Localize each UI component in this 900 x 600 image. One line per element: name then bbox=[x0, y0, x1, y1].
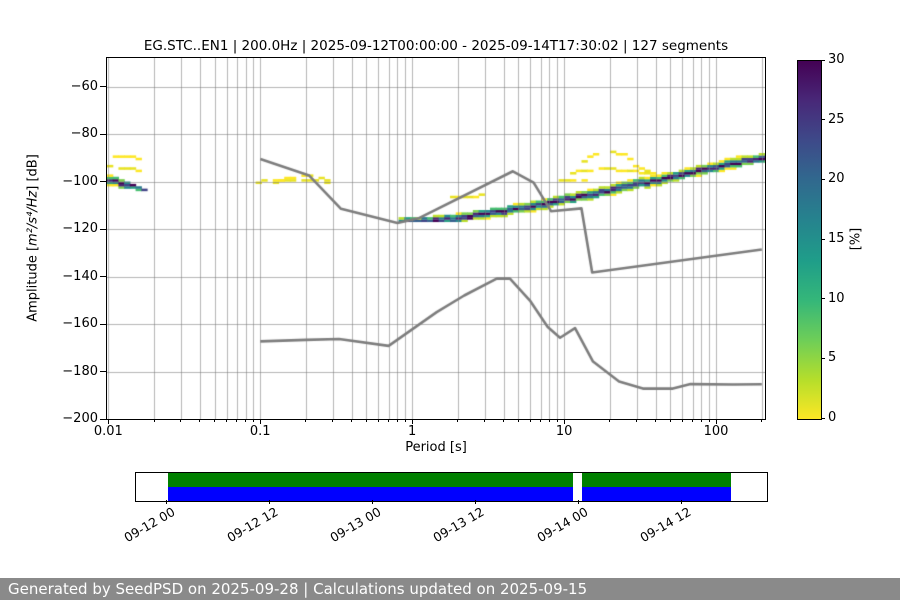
colorbar-tick-mark bbox=[821, 59, 825, 61]
colorbar-tick-label: 30 bbox=[828, 52, 845, 67]
x-axis-label: Period [s] bbox=[405, 440, 467, 455]
timeline-tick-mark bbox=[371, 500, 373, 504]
y-tick-mark bbox=[100, 323, 106, 325]
x-minor-tick-mark bbox=[609, 419, 611, 422]
x-minor-tick-mark bbox=[636, 419, 638, 422]
x-minor-tick-mark bbox=[700, 419, 702, 422]
colorbar-tick-label: 25 bbox=[828, 111, 845, 127]
y-tick-label: −60 bbox=[70, 78, 98, 94]
timeline-tick-mark bbox=[578, 500, 579, 504]
x-minor-tick-mark bbox=[692, 419, 693, 422]
colorbar-tick-label: 10 bbox=[828, 290, 845, 306]
x-minor-tick-mark bbox=[388, 419, 390, 422]
colorbar-tick-mark bbox=[821, 417, 825, 419]
x-tick-mark bbox=[715, 419, 717, 424]
x-minor-tick-mark bbox=[548, 419, 550, 422]
x-minor-tick-mark bbox=[669, 419, 671, 422]
footer-bar: Generated by SeedPSD on 2025-09-28 | Cal… bbox=[0, 578, 900, 600]
y-tick-label: −160 bbox=[62, 316, 98, 331]
y-tick-mark bbox=[100, 228, 106, 230]
colorbar-tick-label: 20 bbox=[828, 171, 845, 187]
colorbar-tick-mark bbox=[821, 298, 825, 300]
x-tick-label: 0.1 bbox=[249, 424, 271, 439]
y-tick-mark bbox=[100, 86, 106, 87]
x-minor-tick-mark bbox=[681, 419, 683, 422]
colorbar-tick-mark bbox=[821, 178, 825, 180]
colorbar-tick-label: 15 bbox=[828, 231, 845, 246]
y-tick-label: −180 bbox=[62, 363, 98, 379]
x-minor-tick-mark bbox=[252, 419, 254, 422]
timeline-segment-bottom bbox=[582, 487, 731, 501]
psd-plot-area bbox=[106, 57, 766, 420]
x-minor-tick-mark bbox=[761, 419, 763, 422]
x-minor-tick-mark bbox=[236, 419, 238, 422]
y-tick-label: −140 bbox=[62, 268, 98, 284]
x-minor-tick-mark bbox=[517, 419, 519, 422]
x-tick-label: 1 bbox=[408, 424, 417, 439]
colorbar-gradient bbox=[797, 60, 822, 420]
x-minor-tick-mark bbox=[305, 419, 307, 422]
colorbar-tick-mark bbox=[821, 357, 825, 359]
x-minor-tick-mark bbox=[351, 419, 353, 422]
x-minor-tick-mark bbox=[214, 419, 216, 422]
y-axis-label-math: m²/s⁴/Hz bbox=[25, 190, 41, 246]
y-tick-mark bbox=[100, 371, 106, 372]
timeline-tick-mark bbox=[268, 500, 270, 504]
x-minor-tick-mark bbox=[377, 419, 379, 422]
x-minor-tick-mark bbox=[153, 419, 155, 422]
x-tick-mark bbox=[107, 419, 109, 424]
timeline-tick-mark bbox=[474, 500, 476, 504]
y-tick-label: −80 bbox=[70, 126, 98, 141]
x-minor-tick-mark bbox=[245, 419, 247, 422]
x-minor-tick-mark bbox=[365, 419, 367, 422]
x-minor-tick-mark bbox=[199, 419, 201, 422]
colorbar-label: [%] bbox=[848, 227, 864, 251]
x-minor-tick-mark bbox=[180, 419, 182, 422]
x-minor-tick-mark bbox=[484, 419, 486, 422]
x-tick-label: 10 bbox=[555, 424, 573, 439]
y-tick-mark bbox=[100, 181, 106, 182]
y-tick-mark bbox=[100, 276, 106, 277]
coverage-timeline bbox=[135, 472, 768, 502]
x-tick-label: 100 bbox=[703, 424, 729, 439]
plot-title: EG.STC..EN1 | 200.0Hz | 2025-09-12T00:00… bbox=[143, 38, 729, 54]
y-tick-mark bbox=[100, 133, 106, 135]
timeline-segment-bottom bbox=[168, 487, 573, 501]
x-minor-tick-mark bbox=[457, 419, 459, 422]
x-minor-tick-mark bbox=[332, 419, 334, 422]
timeline-tick-mark bbox=[681, 500, 683, 504]
y-tick-mark bbox=[100, 418, 106, 420]
timeline-segment-top bbox=[582, 473, 731, 487]
y-tick-label: −100 bbox=[62, 173, 98, 189]
ppsd-heatmap-canvas bbox=[107, 58, 765, 419]
colorbar-tick-mark bbox=[821, 119, 825, 121]
colorbar-tick-mark bbox=[821, 238, 825, 240]
x-tick-label: 0.01 bbox=[93, 424, 123, 439]
x-minor-tick-mark bbox=[556, 419, 558, 422]
x-tick-mark bbox=[259, 419, 261, 424]
x-minor-tick-mark bbox=[708, 419, 710, 422]
x-minor-tick-mark bbox=[540, 419, 542, 422]
colorbar-tick-label: 5 bbox=[828, 350, 837, 366]
x-minor-tick-mark bbox=[655, 419, 657, 422]
timeline-tick-mark bbox=[165, 500, 167, 504]
x-tick-mark bbox=[563, 419, 565, 424]
x-minor-tick-mark bbox=[396, 419, 398, 422]
x-minor-tick-mark bbox=[404, 419, 406, 422]
timeline-segment-top bbox=[168, 473, 573, 487]
x-minor-tick-mark bbox=[503, 419, 505, 422]
x-tick-mark bbox=[411, 419, 413, 424]
colorbar-tick-label: 0 bbox=[828, 410, 837, 425]
x-minor-tick-mark bbox=[529, 419, 531, 422]
y-tick-label: −200 bbox=[62, 411, 98, 426]
x-minor-tick-mark bbox=[226, 419, 228, 422]
y-tick-label: −120 bbox=[62, 221, 98, 236]
